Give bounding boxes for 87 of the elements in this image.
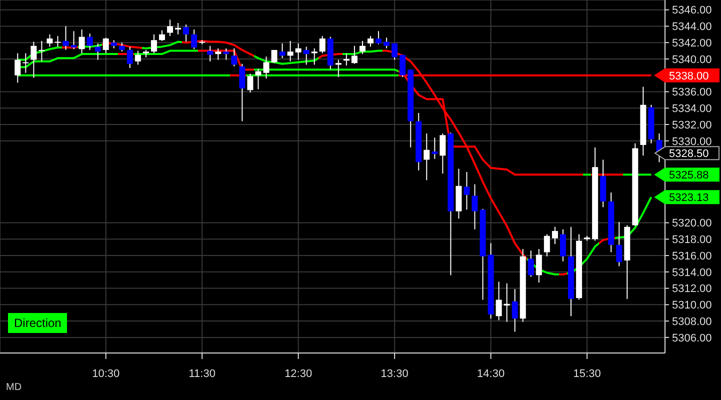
y-tick-label: 5318.00 [672, 234, 712, 246]
x-tick-label: 15:30 [573, 368, 601, 380]
candlestick [343, 52, 350, 66]
y-tick-label: 5310.00 [672, 300, 712, 312]
candlestick [191, 28, 198, 50]
candlestick [472, 184, 478, 230]
y-tick-label: 5314.00 [672, 266, 712, 279]
candlestick [295, 42, 302, 60]
candlestick [126, 46, 133, 68]
candlestick [279, 42, 286, 59]
data-label: 5325.88 [669, 170, 709, 182]
data-label: 5338.00 [669, 70, 709, 82]
candlestick [496, 281, 502, 321]
candlestick [134, 50, 141, 66]
y-tick-label: 5334.00 [672, 103, 712, 116]
candlestick [86, 33, 93, 50]
y-tick-label: 5336.00 [672, 86, 712, 99]
candlestick [239, 63, 246, 122]
y-tick-label: 5340.00 [672, 54, 712, 66]
candlestick [616, 221, 622, 267]
candlestick [552, 226, 558, 245]
candlestick [512, 288, 518, 332]
candlestick [335, 59, 342, 78]
y-tick-label: 5306.00 [672, 332, 712, 344]
candlestick [231, 48, 238, 67]
candlestick [255, 68, 262, 90]
candlestick [368, 36, 374, 48]
y-tick-label: 5346.00 [672, 4, 712, 17]
candlestick [62, 26, 69, 50]
candlestick [400, 54, 406, 78]
candlestick [38, 40, 45, 62]
data-label: 5323.13 [669, 192, 709, 204]
y-tick-label: 5330.00 [672, 136, 712, 148]
candlestick [215, 48, 222, 60]
candlestick [102, 37, 109, 54]
candlestick [392, 42, 398, 60]
y-tick-label: 5332.00 [672, 119, 712, 132]
candlestick [440, 133, 446, 174]
text: MD [6, 382, 22, 393]
candlestick [384, 37, 390, 49]
candlestick [30, 41, 37, 78]
candlestick [528, 250, 534, 278]
candlestick [263, 56, 270, 80]
candlestick [544, 234, 550, 257]
y-tick-label: 5320.00 [672, 218, 712, 230]
x-tick-label: 13:30 [380, 368, 408, 380]
x-tick-label: 10:30 [92, 368, 120, 380]
candlestick [175, 22, 182, 35]
candlestick [287, 40, 294, 62]
candlestick [158, 30, 165, 42]
candlestick [150, 34, 157, 54]
x-tick-label: 14:30 [477, 368, 505, 380]
candlestick [271, 49, 278, 64]
candlestick [432, 137, 438, 160]
candlestick [424, 133, 430, 181]
candlestick [54, 36, 61, 48]
candlestick [14, 52, 21, 84]
candlestick [94, 42, 101, 60]
candlestick [376, 30, 382, 45]
candlestick [536, 248, 542, 284]
candlestick [464, 171, 470, 210]
y-tick-label: 5342.00 [672, 37, 712, 50]
candlestick [560, 228, 566, 262]
y-tick-label: 5312.00 [672, 283, 712, 296]
annotation: Direction [8, 313, 68, 333]
candlestick [118, 42, 125, 52]
candlestick [46, 34, 53, 48]
candlestick [167, 19, 174, 37]
x-tick-label: 11:30 [188, 368, 216, 380]
candlestick [70, 30, 77, 50]
candlestick [311, 48, 318, 66]
candlestick [504, 282, 510, 322]
y-tick-label: 5344.00 [672, 21, 712, 34]
text: 5328.50 [669, 148, 709, 160]
candlestick [359, 40, 366, 55]
candlestick [22, 52, 29, 74]
candlestick [207, 45, 214, 62]
candlestick [247, 73, 254, 94]
candlestick [183, 24, 190, 42]
x-tick-label: 12:30 [284, 368, 312, 380]
candlestick [78, 28, 85, 54]
y-tick-label: 5316.00 [672, 250, 712, 262]
candlestick [303, 46, 310, 66]
candlestick [319, 36, 326, 54]
y-tick-label: 5308.00 [672, 316, 712, 328]
candlestick [223, 48, 230, 60]
candlestick [351, 45, 358, 64]
